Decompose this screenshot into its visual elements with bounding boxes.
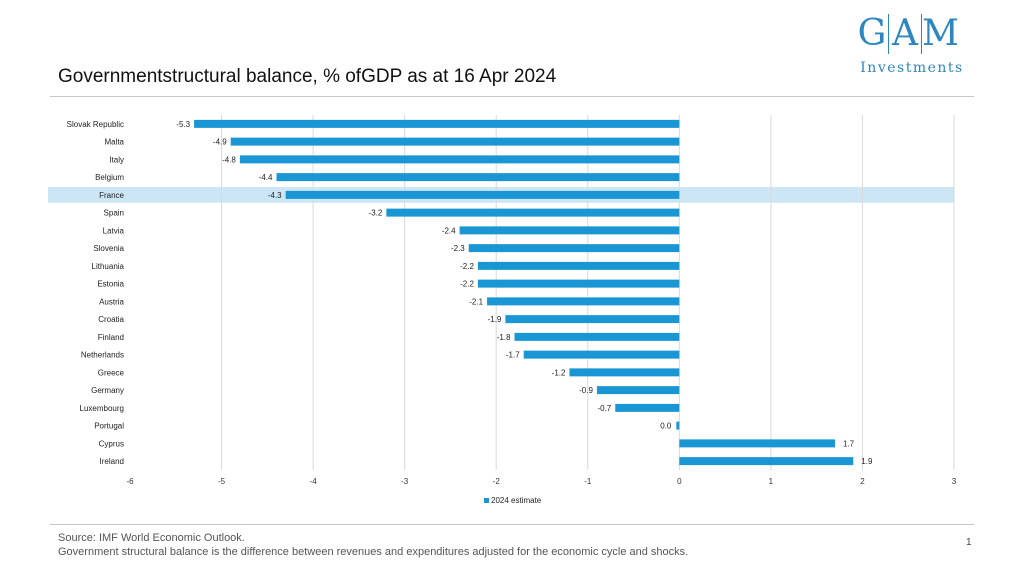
bar: [487, 297, 680, 306]
data-label: 1.9: [861, 457, 873, 466]
header-divider: [50, 96, 974, 97]
bar: [477, 261, 680, 270]
logo-letter-a: A: [892, 13, 918, 54]
company-logo: G A M Investments: [856, 12, 968, 92]
bar: [468, 244, 680, 253]
bar: [239, 155, 680, 164]
bar: [505, 315, 680, 324]
data-label: -4.4: [259, 173, 273, 182]
page-number: 1: [966, 537, 972, 548]
x-tick-label: 2: [860, 477, 865, 486]
x-tick-label: -2: [493, 477, 501, 486]
logo-subtitle: Investments: [860, 60, 964, 76]
bar: [230, 137, 680, 146]
x-tick-label: -1: [584, 477, 592, 486]
category-label: Luxembourg: [80, 404, 124, 413]
bar: [679, 457, 854, 466]
category-label: Lithuania: [92, 262, 125, 271]
category-label: Finland: [98, 333, 124, 342]
data-label: -2.3: [451, 244, 465, 253]
bar: [615, 403, 680, 412]
category-label: Slovenia: [93, 244, 124, 253]
x-tick-label: 3: [952, 477, 957, 486]
bar: [596, 386, 680, 395]
data-label: -2.4: [442, 226, 456, 235]
chart-title: Governmentstructural balance, % ofGDP as…: [58, 66, 557, 87]
data-label: -1.8: [497, 333, 511, 342]
data-label: 0.0: [660, 422, 672, 431]
category-label: Cyprus: [99, 439, 124, 448]
data-label: -2.1: [469, 297, 483, 306]
data-label: -4.8: [222, 155, 236, 164]
bar: [276, 173, 680, 182]
data-label: -1.2: [552, 368, 566, 377]
footer-divider: [50, 524, 974, 525]
data-label: -0.9: [579, 386, 593, 395]
category-label: Germany: [91, 386, 124, 395]
category-label: Netherlands: [81, 351, 124, 360]
category-label: Austria: [99, 297, 124, 306]
data-label: -5.3: [176, 120, 190, 129]
logo-separator: [921, 14, 922, 54]
category-label: Portugal: [94, 422, 124, 431]
bar: [194, 119, 680, 128]
bar: [514, 332, 680, 341]
category-label: France: [99, 191, 124, 200]
logo-letter-g: G: [857, 13, 887, 54]
legend-swatch: [484, 498, 489, 503]
definition-note: Government structural balance is the dif…: [58, 546, 689, 558]
data-label: -0.7: [597, 404, 611, 413]
category-label: Spain: [104, 209, 124, 218]
bar: [459, 226, 680, 235]
data-label: -4.9: [213, 138, 227, 147]
category-label: Slovak Republic: [67, 120, 124, 129]
category-label: Belgium: [95, 173, 124, 182]
data-label: -3.2: [369, 209, 383, 218]
bar: [523, 350, 680, 359]
category-label: Estonia: [97, 280, 124, 289]
category-label: Croatia: [98, 315, 124, 324]
category-label: Malta: [104, 138, 124, 147]
category-label: Ireland: [100, 457, 124, 466]
data-label: -2.2: [460, 280, 474, 289]
bar: [676, 421, 680, 430]
x-tick-label: -6: [126, 477, 134, 486]
logo-letter-m: M: [922, 13, 959, 54]
legend-label: 2024 estimate: [491, 496, 542, 505]
bar: [285, 190, 680, 199]
category-label: Latvia: [103, 226, 125, 235]
logo-separator: [888, 14, 889, 54]
bar: [477, 279, 680, 288]
logo-letters: G A M: [856, 12, 968, 56]
data-label: -1.9: [488, 315, 502, 324]
data-label: -4.3: [268, 191, 282, 200]
category-label: Italy: [109, 155, 124, 164]
x-tick-label: -5: [218, 477, 226, 486]
x-tick-label: 0: [677, 477, 682, 486]
x-tick-label: -3: [401, 477, 409, 486]
x-tick-label: -4: [310, 477, 318, 486]
source-note: Source: IMF World Economic Outlook.: [58, 532, 245, 544]
data-label: -1.7: [506, 351, 520, 360]
category-label: Greece: [98, 368, 125, 377]
data-label: 1.7: [843, 439, 855, 448]
x-tick-label: 1: [769, 477, 774, 486]
data-label: -2.2: [460, 262, 474, 271]
bar: [386, 208, 680, 217]
bar: [679, 439, 835, 448]
bar: [569, 368, 680, 377]
